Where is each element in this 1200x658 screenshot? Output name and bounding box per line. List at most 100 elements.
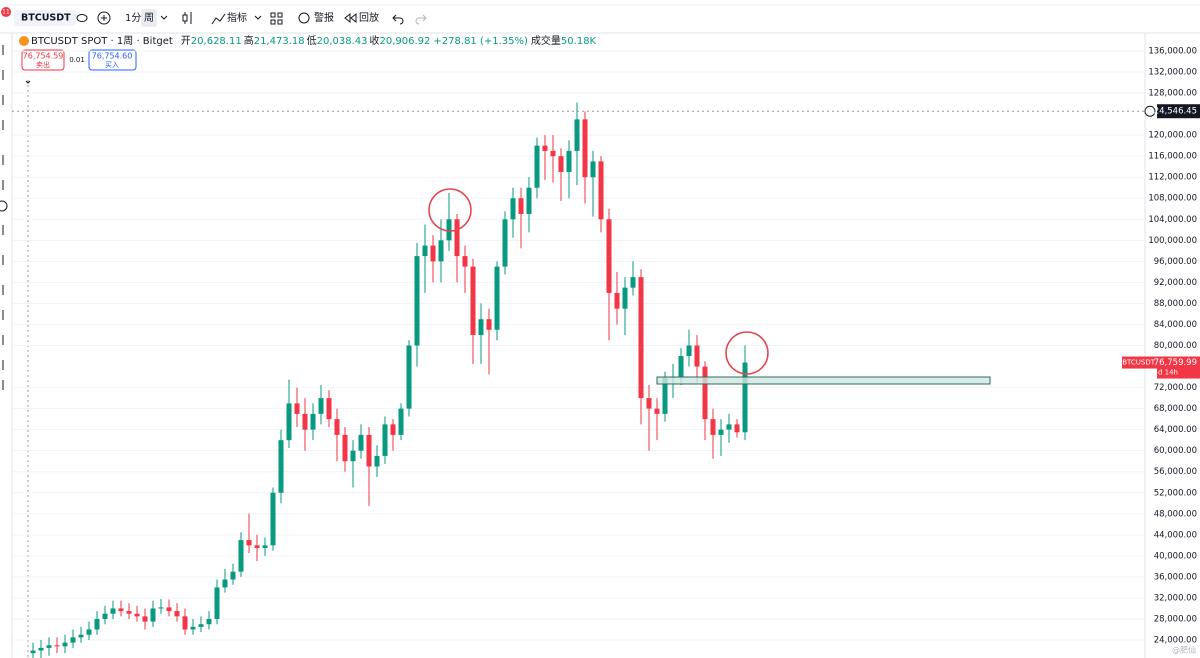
candle-icon-body xyxy=(182,14,188,22)
candle-body xyxy=(150,608,156,622)
candle-body xyxy=(334,419,340,435)
last-symbol: BTCUSDT xyxy=(1122,359,1156,367)
y-tick-label: 84,000.00 xyxy=(1154,320,1197,330)
left-tool-icon[interactable] xyxy=(0,200,8,212)
candle-body xyxy=(662,377,668,414)
candle-body xyxy=(478,319,484,335)
candle-body xyxy=(398,408,404,435)
candle-body xyxy=(86,629,92,635)
high-marker-box xyxy=(1157,104,1200,119)
y-tick-label: 128,000.00 xyxy=(1148,89,1197,99)
y-tick-label: 40,000.00 xyxy=(1154,551,1197,561)
candle-body xyxy=(310,413,316,430)
indicator-icon[interactable] xyxy=(211,13,226,25)
close-label: 收 xyxy=(370,34,380,47)
buy-button[interactable] xyxy=(88,49,137,71)
collapse-chevron[interactable] xyxy=(25,80,31,84)
candle-body xyxy=(494,266,500,330)
candle-body xyxy=(230,571,236,580)
candle-body xyxy=(462,256,468,267)
y-tick-label: 104,000.00 xyxy=(1148,215,1197,225)
open-value: 20,628.11 xyxy=(191,36,242,47)
support-zone[interactable] xyxy=(656,376,991,385)
candle-body xyxy=(734,424,740,433)
change: +278.81 (+1.35%) xyxy=(433,36,528,47)
candle-body xyxy=(286,403,292,441)
spread: 0.01 xyxy=(69,56,85,64)
buy-price[interactable]: 76,754.60 xyxy=(92,52,133,61)
y-tick-label: 88,000.00 xyxy=(1154,299,1197,309)
interval[interactable]: 1分 xyxy=(125,12,141,24)
close-value: 20,906.92 xyxy=(380,36,431,47)
candle-body xyxy=(118,608,124,612)
candle-body xyxy=(702,366,708,420)
candle-body xyxy=(638,277,644,399)
replay[interactable]: 回放 xyxy=(359,11,379,24)
candle-body xyxy=(238,540,244,572)
y-tick-label: 36,000.00 xyxy=(1154,572,1197,582)
candle-body xyxy=(350,450,356,462)
symbol-box[interactable] xyxy=(14,10,76,26)
candle-body xyxy=(134,613,140,617)
candle-body xyxy=(686,345,692,357)
candle-body xyxy=(166,607,172,612)
candle-body xyxy=(454,219,460,257)
y-tick-label: 32,000.00 xyxy=(1154,593,1197,603)
candle-body xyxy=(126,611,132,614)
sell-button[interactable] xyxy=(21,49,65,71)
period-box[interactable] xyxy=(141,9,157,27)
watermark: @肥仙 xyxy=(1172,645,1196,655)
coin-icon xyxy=(19,36,29,46)
candle-body xyxy=(206,618,212,625)
eye-icon[interactable] xyxy=(76,14,88,22)
layout-icon[interactable] xyxy=(270,12,283,25)
candle-body xyxy=(534,145,540,188)
candle-body xyxy=(526,187,532,215)
sell-label[interactable]: 卖出 xyxy=(36,60,50,69)
y-tick-label: 132,000.00 xyxy=(1148,68,1197,78)
add-icon[interactable] xyxy=(97,11,111,25)
undo-icon[interactable] xyxy=(392,14,404,25)
candle-body xyxy=(294,403,300,414)
symbol[interactable]: BTCUSDT xyxy=(21,13,71,24)
candle-body xyxy=(566,150,572,172)
chevron[interactable] xyxy=(254,15,262,20)
candle-body xyxy=(510,198,516,220)
candle-body xyxy=(382,424,388,456)
highlight-circle[interactable] xyxy=(428,188,472,232)
y-tick-label: 96,000.00 xyxy=(1154,257,1197,267)
y-tick-label: 116,000.00 xyxy=(1148,152,1197,162)
candle-body xyxy=(54,645,60,647)
y-tick-label: 48,000.00 xyxy=(1154,509,1197,519)
candle-body xyxy=(630,277,636,288)
highlight-circle[interactable] xyxy=(725,331,769,375)
legend-title: BTCUSDT SPOT · 1周 · Bitget xyxy=(31,35,173,47)
candle-body xyxy=(710,419,716,435)
alert-icon[interactable] xyxy=(298,12,310,24)
replay-icon[interactable] xyxy=(344,12,357,24)
candle-body xyxy=(182,616,188,630)
candle-body xyxy=(550,150,556,157)
alert[interactable]: 警报 xyxy=(314,11,334,24)
candle-body xyxy=(542,145,548,151)
candle-body xyxy=(94,618,100,630)
y-tick-label: 108,000.00 xyxy=(1148,194,1197,204)
candle-body xyxy=(30,650,36,654)
indicators[interactable]: 指标 xyxy=(227,11,247,24)
candle-body xyxy=(270,492,276,546)
candle-body xyxy=(190,626,196,630)
candle-body xyxy=(142,616,148,622)
buy-label[interactable]: 买入 xyxy=(105,61,119,69)
candle-body xyxy=(502,219,508,267)
chevron[interactable] xyxy=(160,15,168,20)
period[interactable]: 周 xyxy=(144,12,154,24)
sell-price[interactable]: 76,754.59 xyxy=(23,52,64,61)
high-value: 21,473.18 xyxy=(254,36,305,47)
candle-body xyxy=(46,645,52,648)
candle-body xyxy=(590,161,596,178)
redo-icon[interactable] xyxy=(415,14,427,25)
candle-body xyxy=(574,119,580,151)
y-tick-label: 24,000.00 xyxy=(1154,636,1197,646)
volume-label: 成交量 xyxy=(531,34,561,47)
